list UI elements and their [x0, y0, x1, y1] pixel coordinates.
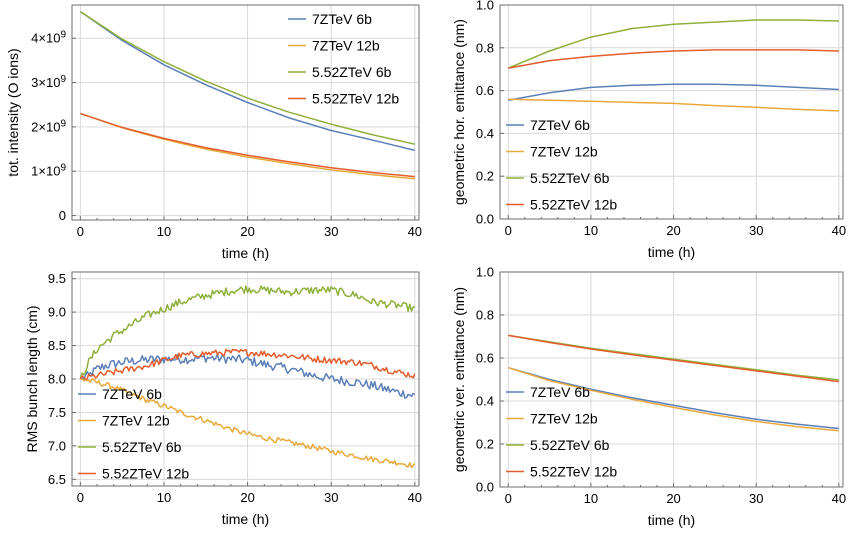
x-tick-label: 30	[324, 490, 338, 505]
chart-panel-2: 0 10 20 30 40 0.0 0.2 0.4 0.6 0.8 1.0 time (h) geome…	[451, 0, 846, 260]
legend-label: 5.52ZTeV 12b	[312, 91, 399, 107]
series-line-3	[79, 285, 416, 380]
legend-label: 7ZTeV 6b	[530, 117, 590, 133]
legend-label: 7ZTeV 6b	[102, 386, 162, 402]
y-tick-label: 0.8	[476, 40, 494, 55]
plot-frame	[71, 4, 420, 221]
y-tick-label: 8.5	[48, 338, 66, 353]
chart-panel-1: 0 10 20 30 40 0 1×109 2×109 3×109 4×109 time (h) to…	[5, 4, 422, 261]
series-line-4	[508, 49, 839, 69]
series-line-2	[80, 378, 416, 469]
chart-panel-4: 0 10 20 30 40 0.0 0.2 0.4 0.6 0.8 1.0 time (h) geome…	[451, 265, 846, 529]
legend-label: 7ZTeV 12b	[312, 38, 380, 54]
y-tick-label: 3×109	[31, 74, 66, 90]
legend-label: 5.52ZTeV 12b	[530, 464, 617, 480]
y-tick-label: 1×109	[31, 163, 66, 179]
y-tick-label: 9.5	[48, 271, 66, 286]
x-tick-label: 0	[505, 491, 512, 506]
plot-frame	[499, 271, 844, 488]
series-line-1	[79, 353, 416, 399]
legend-label: 5.52ZTeV 12b	[102, 466, 189, 482]
legend-label: 5.52ZTeV 12b	[530, 197, 617, 213]
legend-label: 7ZTeV 12b	[530, 144, 598, 160]
y-axis-label: geometric ver. emittance (nm)	[451, 287, 467, 472]
legend-label: 5.52ZTeV 6b	[312, 64, 392, 80]
x-tick-label: 20	[666, 223, 680, 238]
x-tick-label: 20	[240, 490, 254, 505]
series-line-1	[508, 366, 839, 430]
series-line-1	[79, 10, 415, 152]
x-tick-label: 10	[157, 224, 171, 239]
y-tick-label: 8.0	[48, 372, 66, 387]
legend-label: 5.52ZTeV 6b	[530, 170, 610, 186]
x-tick-label: 10	[584, 223, 598, 238]
y-tick-label: 0.4	[476, 394, 494, 409]
legend-label: 7ZTeV 6b	[530, 384, 590, 400]
x-tick-label: 40	[408, 224, 422, 239]
x-axis-label: time (h)	[222, 511, 269, 527]
series-line-3	[79, 10, 415, 145]
y-tick-label: 6.5	[48, 472, 66, 487]
y-tick-label: 0	[59, 208, 66, 223]
plot-frame	[499, 4, 844, 220]
series-line-4	[508, 334, 839, 383]
x-axis-label: time (h)	[648, 244, 695, 260]
legend-label: 7ZTeV 12b	[530, 411, 598, 427]
series-line-4	[79, 348, 416, 380]
series-line-4	[80, 112, 415, 178]
series-line-2	[508, 366, 839, 432]
legend-label: 5.52ZTeV 6b	[530, 437, 610, 453]
y-tick-label: 0.6	[476, 351, 494, 366]
plot-area	[72, 5, 419, 220]
series-line-3	[508, 19, 839, 69]
x-axis-label: time (h)	[222, 245, 269, 261]
y-tick-label: 7.0	[48, 438, 66, 453]
y-tick-label: 1.0	[476, 0, 494, 13]
y-axis-label: RMS bunch length (cm)	[24, 305, 40, 452]
x-tick-label: 0	[77, 224, 84, 239]
y-tick-label: 0.0	[476, 480, 494, 495]
x-tick-label: 30	[324, 224, 338, 239]
legend-label: 7ZTeV 6b	[312, 11, 372, 27]
y-tick-label: 0.2	[476, 437, 494, 452]
series-line-2	[508, 98, 839, 112]
x-tick-label: 30	[749, 491, 763, 506]
y-axis-label: tot. intensity (O ions)	[5, 48, 21, 176]
plot-frame	[71, 271, 420, 487]
y-tick-label: 0.0	[476, 212, 494, 227]
x-tick-label: 10	[157, 490, 171, 505]
y-tick-label: 7.5	[48, 405, 66, 420]
y-axis-label: geometric hor. emittance (nm)	[451, 19, 467, 205]
chart-panel-3: 0 10 20 30 40 6.5 7.0 7.5 8.0 8.5 9.0 9.5 time (h) RM…	[24, 271, 422, 527]
legend-label: 7ZTeV 12b	[102, 413, 170, 429]
x-tick-label: 40	[832, 223, 846, 238]
x-tick-label: 0	[505, 223, 512, 238]
x-tick-label: 30	[749, 223, 763, 238]
y-tick-label: 0.8	[476, 308, 494, 323]
x-tick-label: 0	[77, 490, 84, 505]
legend-label: 5.52ZTeV 6b	[102, 439, 182, 455]
series-line-1	[508, 83, 839, 101]
plot-area	[500, 5, 843, 219]
y-tick-label: 0.4	[476, 126, 494, 141]
x-tick-label: 40	[832, 491, 846, 506]
x-axis-label: time (h)	[648, 512, 695, 528]
y-tick-label: 1.0	[476, 265, 494, 280]
x-tick-label: 20	[240, 224, 254, 239]
y-tick-label: 0.2	[476, 169, 494, 184]
x-tick-label: 40	[408, 490, 422, 505]
y-tick-label: 0.6	[476, 83, 494, 98]
x-tick-label: 10	[584, 491, 598, 506]
x-tick-label: 20	[666, 491, 680, 506]
y-tick-label: 4×109	[31, 30, 66, 46]
plot-area	[500, 272, 843, 487]
y-tick-label: 9.0	[48, 305, 66, 320]
y-tick-label: 2×109	[31, 118, 66, 134]
